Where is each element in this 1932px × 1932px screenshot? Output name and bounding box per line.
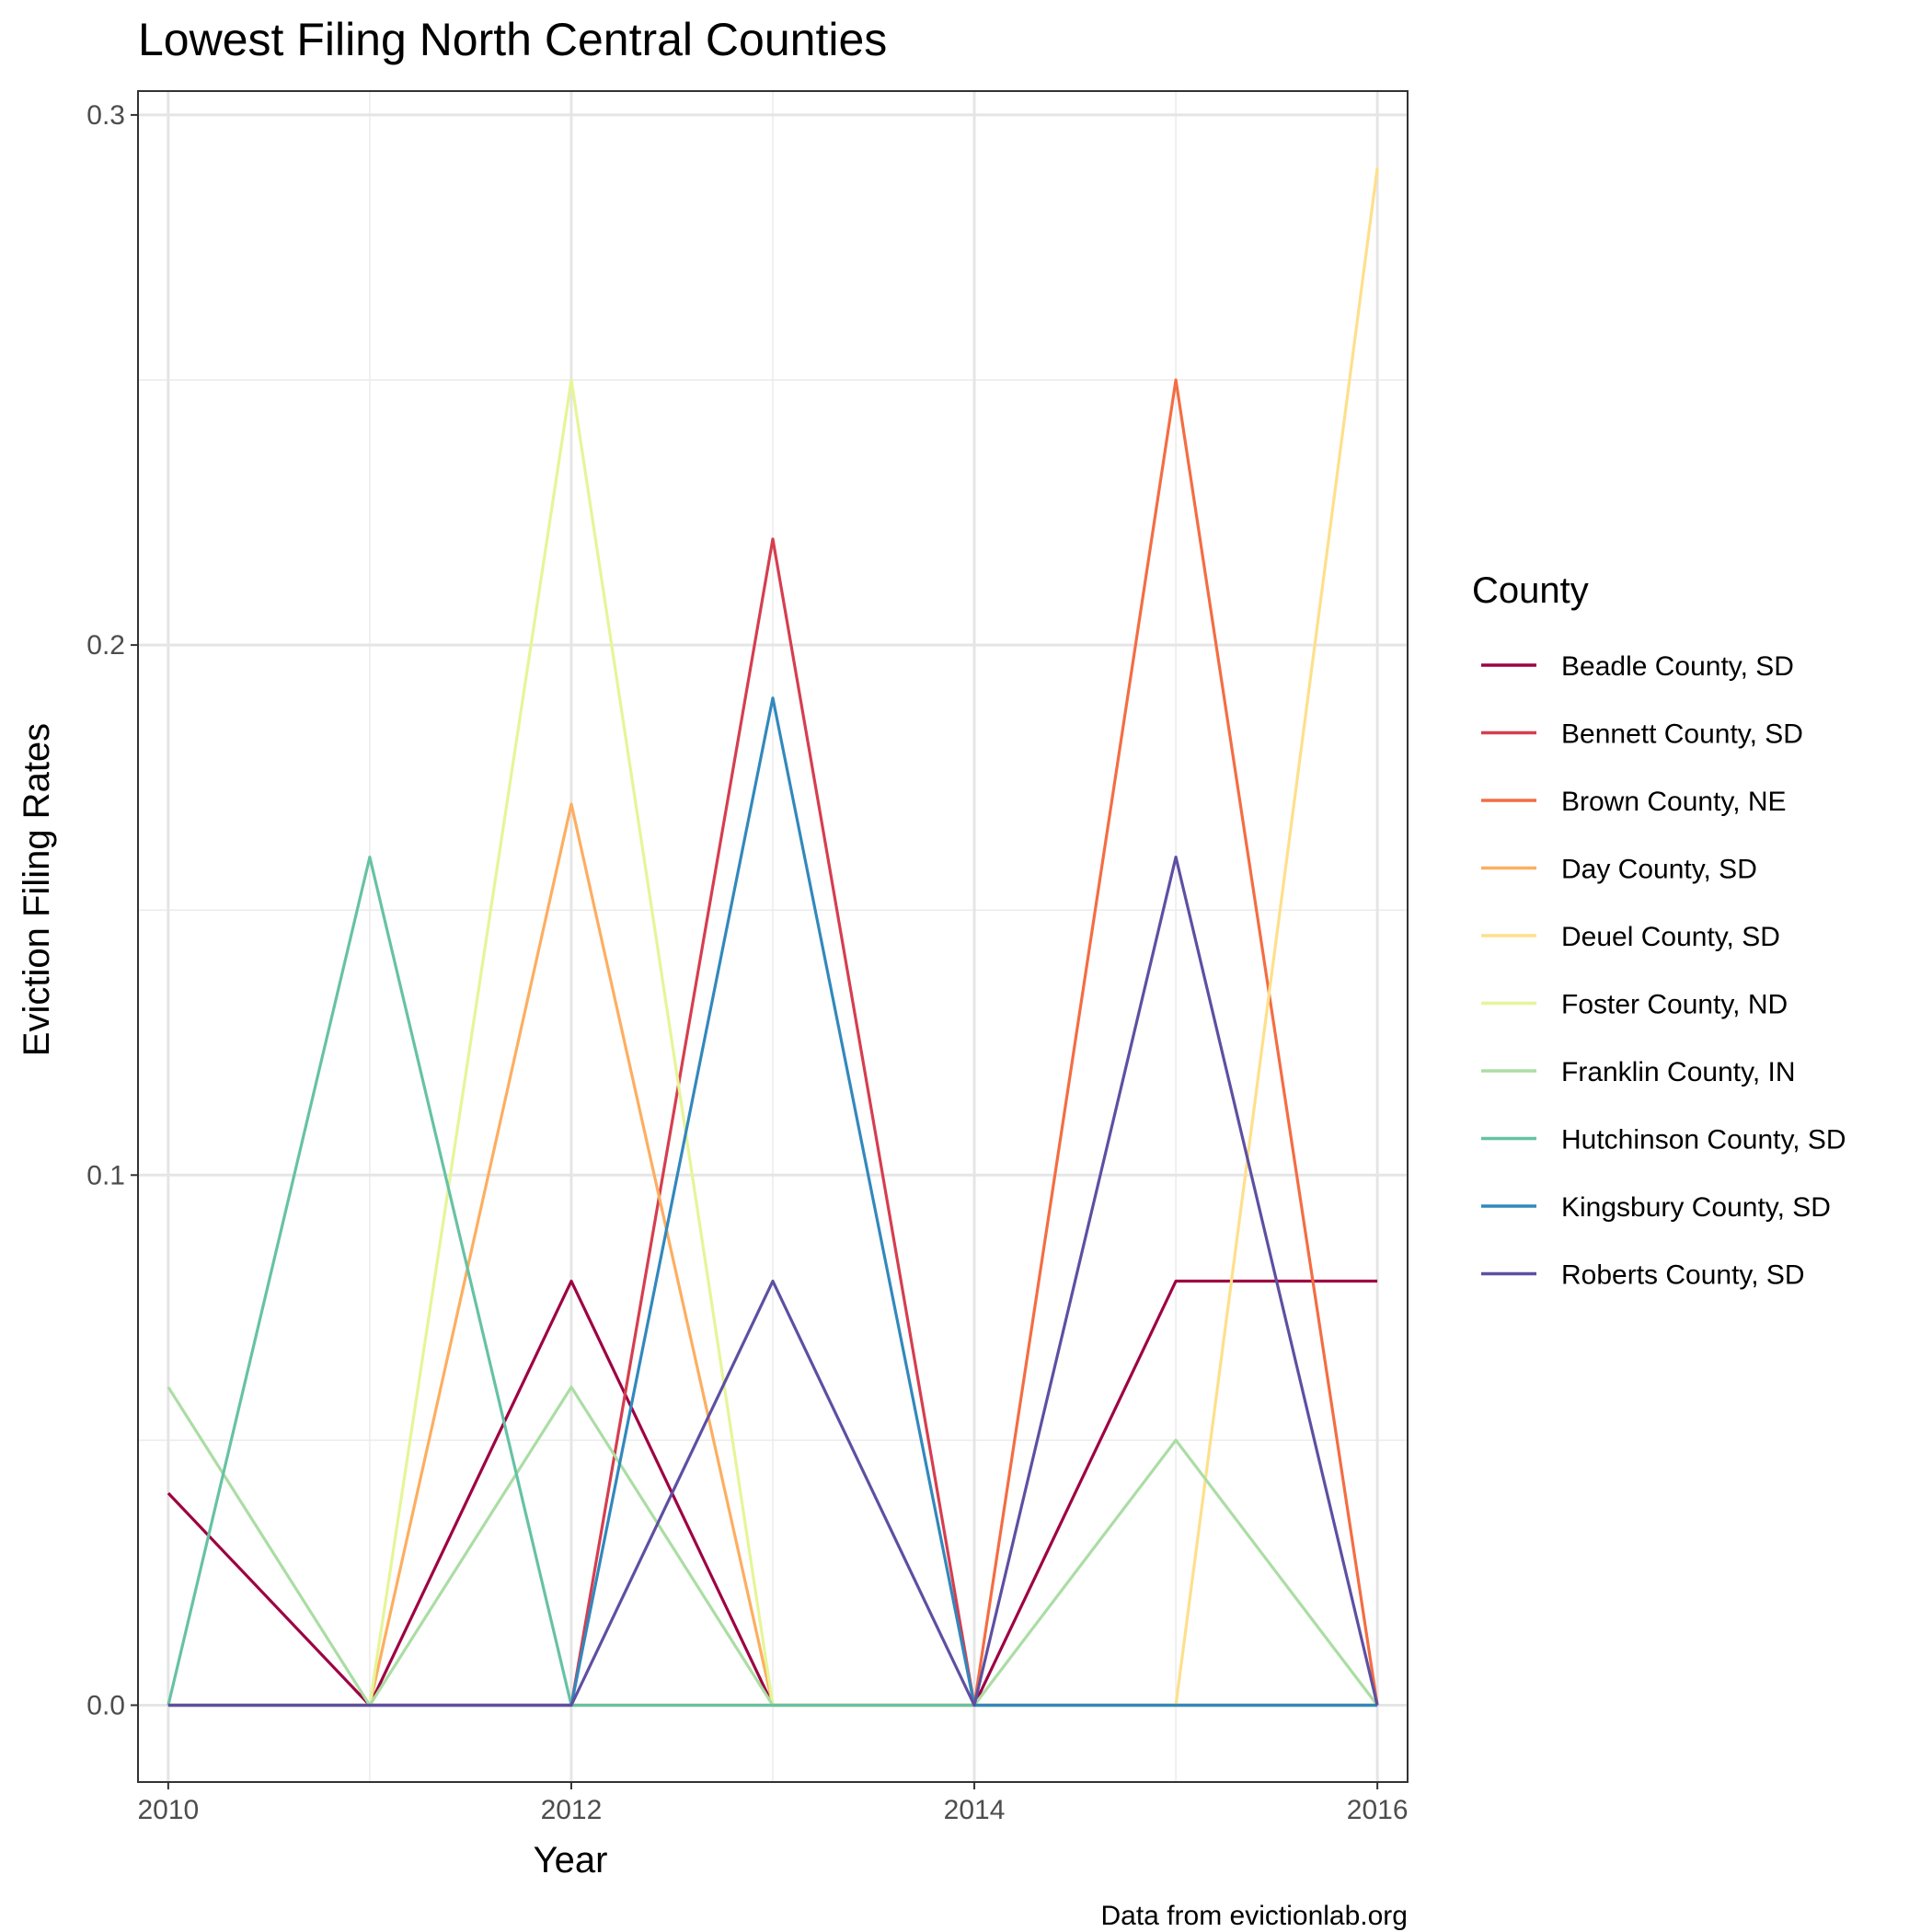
- legend-item: Day County, SD: [1481, 855, 1757, 885]
- y-tick-label: 0.1: [86, 1160, 125, 1190]
- minor-gridlines: [138, 91, 1408, 1782]
- y-tick-label: 0.2: [86, 630, 125, 661]
- legend-title: County: [1472, 570, 1589, 611]
- legend-item: Bennett County, SD: [1481, 719, 1803, 750]
- legend-label: Brown County, NE: [1561, 787, 1787, 817]
- legend-item: Kingsbury County, SD: [1481, 1192, 1831, 1223]
- x-tick-label: 2014: [944, 1795, 1006, 1825]
- major-gridlines: [138, 91, 1408, 1782]
- y-axis: 0.0 0.1 0.2 0.3: [86, 100, 138, 1720]
- legend-item: Brown County, NE: [1481, 787, 1787, 817]
- x-tick-label: 2012: [541, 1795, 603, 1825]
- legend-label: Roberts County, SD: [1561, 1260, 1805, 1291]
- legend-item: Hutchinson County, SD: [1481, 1125, 1846, 1156]
- series-line: [167, 855, 1379, 1708]
- series-lines: [167, 167, 1379, 1708]
- plot-panel: [137, 90, 1409, 1783]
- legend-label: Hutchinson County, SD: [1561, 1125, 1846, 1156]
- x-axis: 2010 2012 2014 2016: [137, 1782, 1409, 1825]
- x-axis-title: Year: [534, 1840, 608, 1880]
- legend-label: Franklin County, IN: [1561, 1057, 1796, 1087]
- legend-label: Beadle County, SD: [1561, 651, 1794, 682]
- legend-item: Beadle County, SD: [1481, 651, 1794, 682]
- y-axis-title: Eviction Filing Rates: [17, 723, 57, 1056]
- y-tick-label: 0.3: [86, 100, 125, 131]
- x-tick-label: 2010: [137, 1795, 199, 1825]
- legend-item: Foster County, ND: [1481, 990, 1788, 1020]
- legend-item: Roberts County, SD: [1481, 1260, 1805, 1291]
- x-tick-label: 2016: [1347, 1795, 1409, 1825]
- legend-label: Kingsbury County, SD: [1561, 1192, 1831, 1223]
- legend-label: Day County, SD: [1561, 855, 1757, 885]
- legend: County Beadle County, SD Bennett County, …: [1472, 570, 1846, 1291]
- chart-title: Lowest Filing North Central Counties: [138, 14, 887, 65]
- y-tick-label: 0.0: [86, 1690, 125, 1720]
- legend-label: Foster County, ND: [1561, 990, 1788, 1020]
- plot-border: [137, 90, 1409, 1783]
- caption: Data from evictionlab.org: [1101, 1901, 1409, 1931]
- legend-item: Deuel County, SD: [1481, 922, 1780, 952]
- legend-label: Bennett County, SD: [1561, 719, 1803, 750]
- legend-label: Deuel County, SD: [1561, 922, 1780, 952]
- legend-item: Franklin County, IN: [1481, 1057, 1796, 1087]
